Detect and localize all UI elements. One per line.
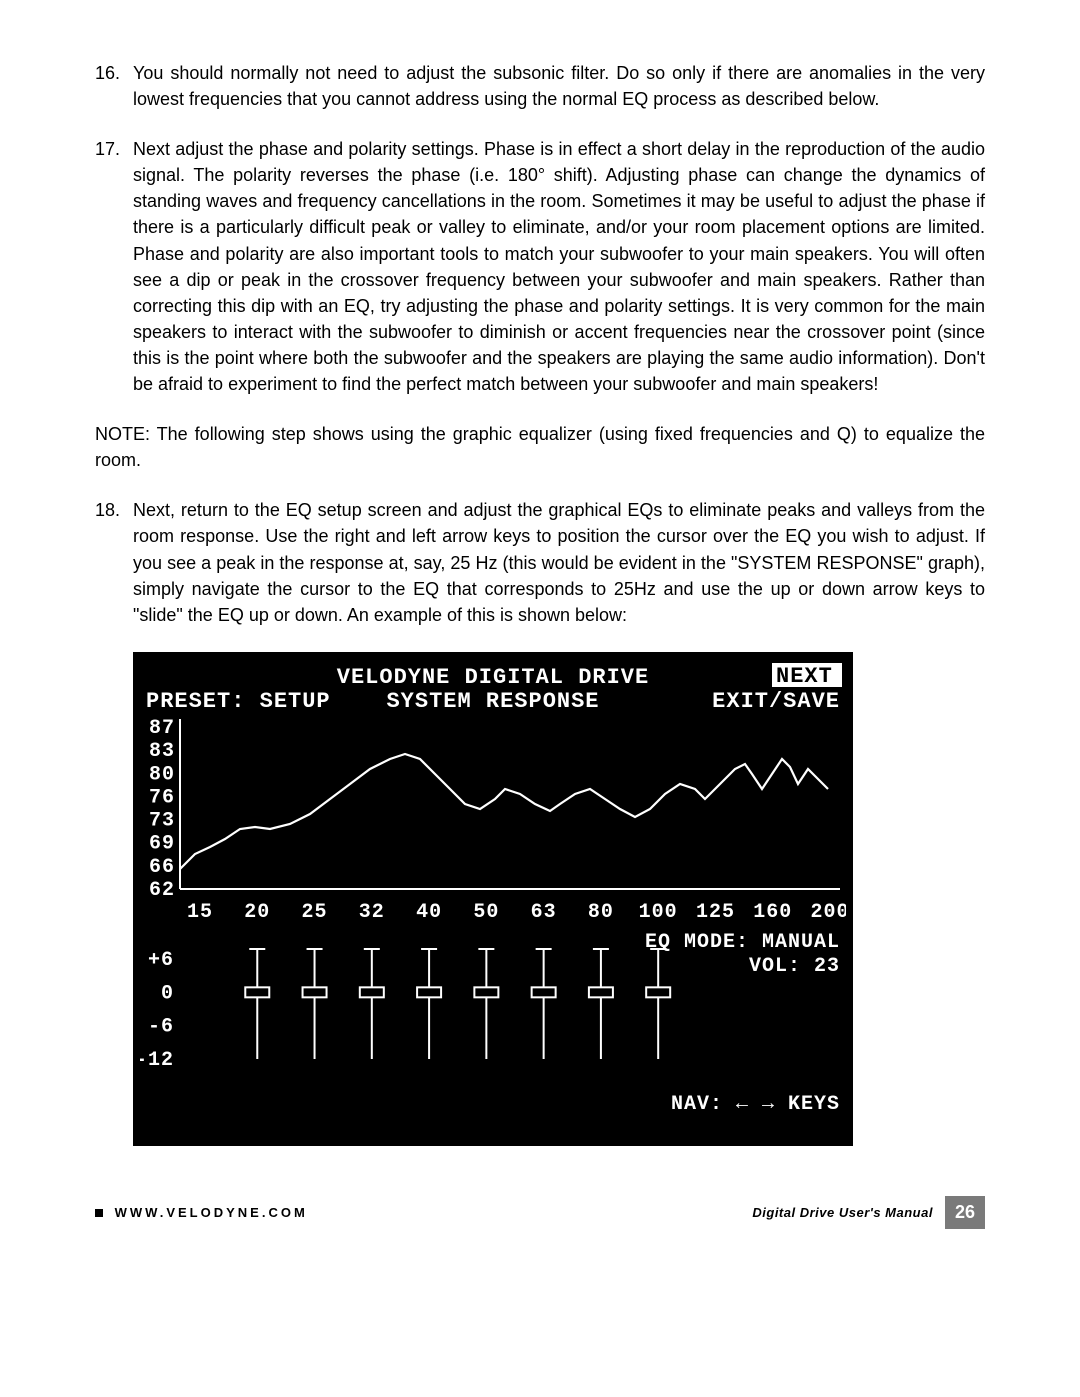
svg-text:25: 25 [302, 901, 328, 924]
svg-text:15: 15 [187, 901, 213, 924]
svg-text:NAV: ← → KEYS: NAV: ← → KEYS [671, 1093, 840, 1116]
svg-text:62: 62 [149, 879, 175, 902]
list-item-18: 18. Next, return to the EQ setup screen … [95, 497, 985, 627]
footer-url: WWW.VELODYNE.COM [115, 1205, 308, 1220]
svg-text:87: 87 [149, 717, 175, 740]
system-response-graph: VELODYNE DIGITAL DRIVESYSTEM RESPONSE PRE… [133, 652, 853, 1146]
svg-text:69: 69 [149, 832, 175, 855]
list-item-16: 16. You should normally not need to adju… [95, 60, 985, 112]
svg-text:80: 80 [588, 901, 614, 924]
svg-text:83: 83 [149, 740, 175, 763]
footer-marker-icon [95, 1209, 103, 1217]
item-text: Next, return to the EQ setup screen and … [133, 497, 985, 627]
footer-right-block: Digital Drive User's Manual 26 [752, 1196, 985, 1229]
svg-text:20: 20 [244, 901, 270, 924]
svg-text:50: 50 [473, 901, 499, 924]
item-number: 18. [95, 497, 133, 627]
svg-text:100: 100 [639, 901, 678, 924]
footer-manual-label: Digital Drive User's Manual [752, 1205, 933, 1220]
svg-text:-12: -12 [140, 1049, 174, 1072]
svg-text:32: 32 [359, 901, 385, 924]
response-svg: VELODYNE DIGITAL DRIVESYSTEM RESPONSE PRE… [140, 659, 846, 1139]
svg-text:VELODYNE DIGITAL DRIVE: VELODYNE DIGITAL DRIVE [337, 665, 649, 690]
item-text: Next adjust the phase and polarity setti… [133, 136, 985, 397]
svg-text:-6: -6 [148, 1015, 174, 1038]
svg-text:200: 200 [810, 901, 846, 924]
svg-text:EQ MODE: MANUAL: EQ MODE: MANUAL [645, 931, 840, 954]
svg-text:73: 73 [149, 809, 175, 832]
footer-url-block: WWW.VELODYNE.COM [95, 1205, 308, 1220]
svg-text:0: 0 [161, 982, 174, 1005]
item-text: You should normally not need to adjust t… [133, 60, 985, 112]
svg-text:40: 40 [416, 901, 442, 924]
svg-text:PRESET: SETUP: PRESET: SETUP [146, 689, 331, 714]
svg-text:160: 160 [753, 901, 792, 924]
svg-text:SYSTEM RESPONSE: SYSTEM RESPONSE [386, 689, 599, 714]
svg-text:VOL: 23: VOL: 23 [749, 955, 840, 978]
svg-text:76: 76 [149, 786, 175, 809]
svg-text:EXIT/SAVE: EXIT/SAVE [712, 689, 840, 714]
list-item-17: 17. Next adjust the phase and polarity s… [95, 136, 985, 397]
svg-text:NEXT: NEXT [776, 664, 833, 689]
svg-text:80: 80 [149, 763, 175, 786]
svg-text:63: 63 [531, 901, 557, 924]
svg-text:125: 125 [696, 901, 735, 924]
item-number: 17. [95, 136, 133, 397]
svg-text:+6: +6 [148, 949, 174, 972]
note-text: NOTE: The following step shows using the… [95, 421, 985, 473]
svg-text:66: 66 [149, 856, 175, 879]
page-number-badge: 26 [945, 1196, 985, 1229]
item-number: 16. [95, 60, 133, 112]
page-footer: WWW.VELODYNE.COM Digital Drive User's Ma… [95, 1196, 985, 1229]
